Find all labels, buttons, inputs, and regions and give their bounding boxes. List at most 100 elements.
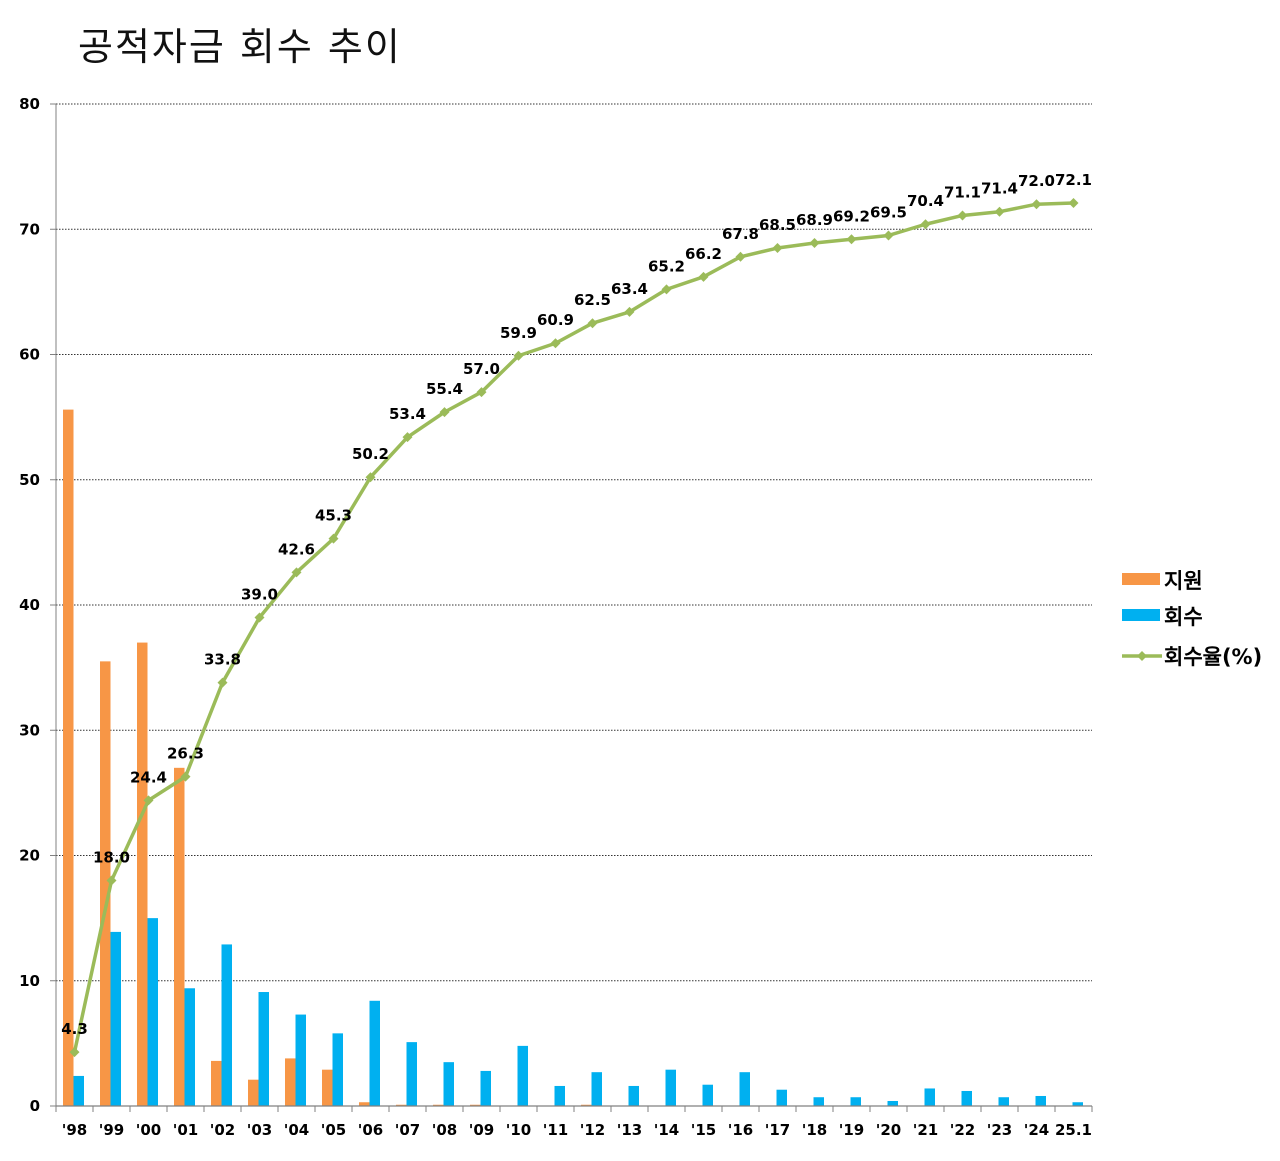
bar-recovery <box>295 1014 306 1106</box>
x-tick-label: '19 <box>839 1121 864 1139</box>
x-tick-label: '07 <box>395 1121 420 1139</box>
x-tick-label: '18 <box>802 1121 827 1139</box>
bar-recovery <box>147 918 158 1106</box>
x-tick-label: '15 <box>691 1121 716 1139</box>
x-tick-label: '21 <box>913 1121 938 1139</box>
bar-recovery <box>443 1062 454 1106</box>
line-marker <box>587 318 598 329</box>
bar-recovery <box>628 1085 639 1106</box>
line-marker <box>180 771 191 782</box>
bar-recovery <box>961 1090 972 1106</box>
x-tick-label: '09 <box>469 1121 494 1139</box>
line-marker <box>698 271 709 282</box>
x-tick-label: '06 <box>358 1121 383 1139</box>
data-label: 59.9 <box>500 324 537 342</box>
y-tick-label: 10 <box>19 972 40 990</box>
bar-recovery <box>517 1045 528 1106</box>
bar-support <box>581 1104 592 1106</box>
data-label: 18.0 <box>93 849 130 867</box>
line-marker <box>624 306 635 317</box>
x-tick-label: '01 <box>173 1121 198 1139</box>
x-tick-label: '22 <box>950 1121 975 1139</box>
x-tick-label: '17 <box>765 1121 790 1139</box>
bar-recovery <box>739 1072 750 1106</box>
y-tick-label: 60 <box>19 346 40 364</box>
x-tick-label: '16 <box>728 1121 753 1139</box>
data-label: 26.3 <box>167 745 204 763</box>
bar-recovery <box>369 1000 380 1106</box>
bar-support <box>211 1060 222 1106</box>
line-marker <box>476 387 487 398</box>
data-label: 50.2 <box>352 445 389 463</box>
chart-title: 공적자금 회수 추이 <box>78 25 402 69</box>
x-tick-label: '10 <box>506 1121 531 1139</box>
axes: 0 10 20 30 40 50 60 70 80 '98 '99 '00 '01 '02 '03 '04 '0… <box>19 95 1093 1139</box>
data-label: 72.1 <box>1055 171 1092 189</box>
line-marker <box>846 234 857 245</box>
data-label: 70.4 <box>907 192 944 210</box>
line-marker <box>106 875 117 886</box>
bar-support <box>248 1079 259 1106</box>
bar-recovery <box>776 1089 787 1106</box>
x-tick-label: '04 <box>284 1121 309 1139</box>
bar-recovery <box>332 1033 343 1106</box>
grid-lines <box>56 103 1092 982</box>
bar-recovery <box>924 1088 935 1106</box>
x-tick-label: '99 <box>99 1121 124 1139</box>
x-tick-label: '12 <box>580 1121 605 1139</box>
data-label: 62.5 <box>574 291 611 309</box>
data-label: 60.9 <box>537 311 574 329</box>
data-label: 4.3 <box>61 1020 88 1038</box>
bar-recovery <box>554 1085 565 1106</box>
y-tick-label: 20 <box>19 847 40 865</box>
line-marker <box>735 251 746 262</box>
data-label: 69.5 <box>870 204 907 222</box>
y-tick-label: 0 <box>30 1097 40 1115</box>
data-label: 71.4 <box>981 180 1018 198</box>
data-label: 65.2 <box>648 257 685 275</box>
bar-support <box>137 642 148 1106</box>
bar-recovery <box>591 1072 602 1106</box>
data-label: 67.8 <box>722 225 759 243</box>
line-marker <box>513 350 524 361</box>
x-tick-label: 25.1 <box>1055 1121 1092 1139</box>
bar-support <box>359 1102 370 1106</box>
x-tick-label: '00 <box>136 1121 161 1139</box>
line-marker <box>1068 197 1079 208</box>
data-label: 42.6 <box>278 540 315 558</box>
x-tick-label: '05 <box>321 1121 346 1139</box>
line-marker <box>661 284 672 295</box>
bar-recovery <box>221 944 232 1106</box>
data-label: 68.9 <box>796 211 833 229</box>
y-tick-label: 70 <box>19 220 40 238</box>
line-marker <box>69 1047 80 1058</box>
data-label: 57.0 <box>463 360 500 378</box>
bar-recovery <box>998 1097 1009 1106</box>
x-tick-label: '11 <box>543 1121 568 1139</box>
y-tick-label: 50 <box>19 471 40 489</box>
bar-support <box>433 1104 444 1106</box>
x-tick-label: '03 <box>247 1121 272 1139</box>
bar-support <box>396 1104 407 1106</box>
x-tick-label: '13 <box>617 1121 642 1139</box>
x-tick-label: '98 <box>62 1121 87 1139</box>
legend-swatch-support <box>1122 573 1160 585</box>
x-tick-label: '14 <box>654 1121 679 1139</box>
y-tick-label: 80 <box>19 95 40 113</box>
line-marker <box>809 238 820 249</box>
line-marker <box>291 567 302 578</box>
legend-label: 회수율(%) <box>1164 645 1262 669</box>
data-label: 71.1 <box>944 183 981 201</box>
line-marker <box>1031 199 1042 210</box>
data-label: 33.8 <box>204 651 241 669</box>
line-marker <box>217 677 228 688</box>
bar-recovery <box>1035 1095 1046 1106</box>
x-tick-label: '08 <box>432 1121 457 1139</box>
bar-recovery <box>258 992 269 1106</box>
bar-recovery <box>406 1042 417 1106</box>
legend-swatch-recovery <box>1122 609 1160 621</box>
bar-support <box>63 409 74 1106</box>
x-tick-label: '20 <box>876 1121 901 1139</box>
line-marker <box>883 230 894 241</box>
